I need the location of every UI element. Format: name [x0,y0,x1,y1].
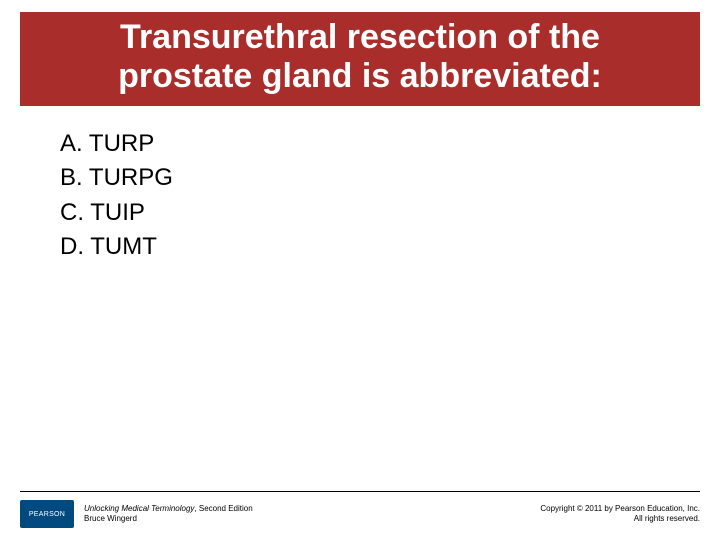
book-edition: , Second Edition [194,504,252,513]
pearson-logo: PEARSON [20,500,74,528]
copyright: Copyright © 2011 by Pearson Education, I… [540,504,700,524]
footer-left: PEARSON Unlocking Medical Terminology, S… [20,500,253,528]
slide: Transurethral resection of the prostate … [0,0,720,540]
copyright-line-1: Copyright © 2011 by Pearson Education, I… [540,504,700,514]
footer: PEARSON Unlocking Medical Terminology, S… [20,496,700,532]
option-c: C. TUIP [60,197,173,229]
title-bar: Transurethral resection of the prostate … [20,12,700,106]
copyright-line-2: All rights reserved. [540,514,700,524]
book-title: Unlocking Medical Terminology [84,504,194,513]
option-a: A. TURP [60,128,173,160]
title-line-2: prostate gland is abbreviated: [34,57,686,96]
option-d: D. TUMT [60,231,173,263]
pearson-logo-text: PEARSON [29,511,65,518]
book-title-line: Unlocking Medical Terminology, Second Ed… [84,504,253,514]
option-b: B. TURPG [60,162,173,194]
title-line-1: Transurethral resection of the [34,18,686,57]
book-info: Unlocking Medical Terminology, Second Ed… [84,504,253,524]
footer-divider [20,491,700,492]
answer-options: A. TURP B. TURPG C. TUIP D. TUMT [60,128,173,266]
book-author: Bruce Wingerd [84,514,253,524]
